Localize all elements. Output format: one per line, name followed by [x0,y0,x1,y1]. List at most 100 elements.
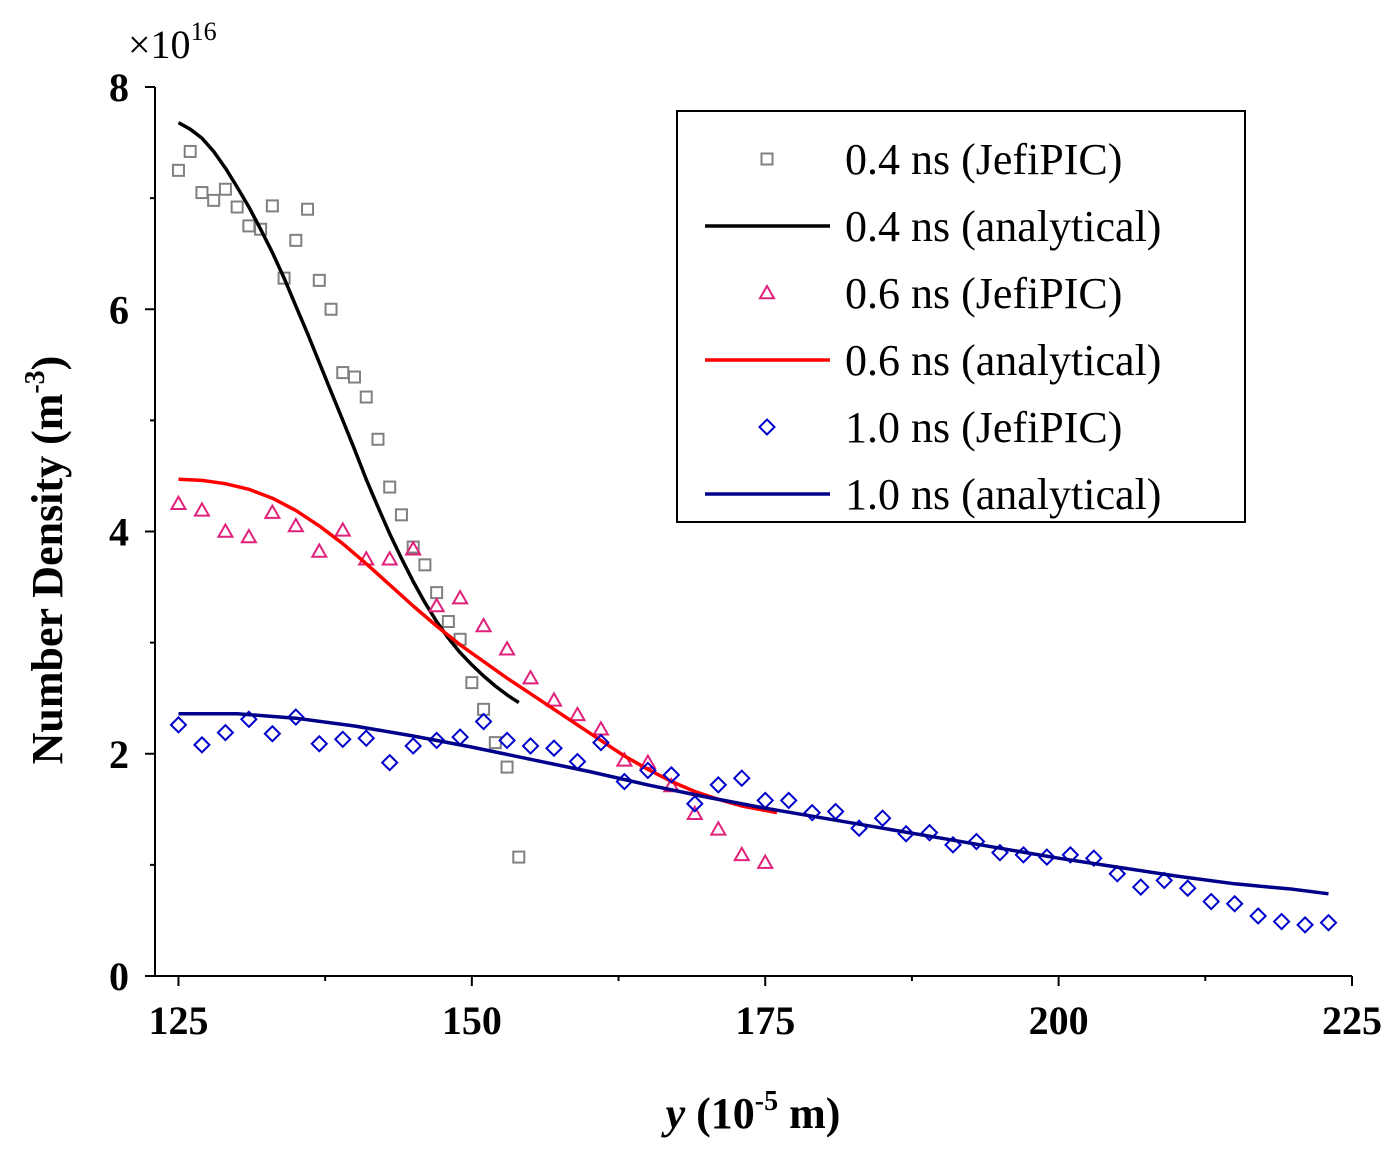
data-point [430,586,444,600]
data-point [465,676,479,690]
series-line [178,477,778,815]
legend-label: 0.4 ns (analytical) [845,202,1161,251]
legend-item: 0.6 ns (JefiPIC) [758,269,1122,318]
data-point [263,724,282,743]
data-point [920,823,939,842]
data-point [357,729,376,748]
data-point [277,271,291,285]
data-point [803,803,822,822]
series-line [178,711,1329,896]
x-axis-title: y (10-5 m) [661,1086,841,1138]
data-point [169,494,188,510]
series-2 [169,494,774,869]
series-5 [178,711,1329,896]
data-point [451,589,469,605]
legend: 0.4 ns (JefiPIC) 0.4 ns (analytical) 0.6 n… [676,110,1246,523]
data-point [254,222,268,236]
data-point [301,202,315,216]
data-point [287,516,305,533]
data-point [1178,879,1197,898]
data-point [474,712,493,731]
data-point [380,753,399,772]
series-0 [171,144,526,864]
data-point [263,503,282,519]
legend-label: 0.6 ns (analytical) [845,336,1161,385]
y-axis-title: Number Density (m-3) [20,356,72,765]
data-point [193,501,211,517]
data-point [545,739,563,758]
data-point [521,737,540,755]
legend-marker-swatch [758,418,776,436]
data-point [500,760,514,774]
data-point [289,233,303,247]
y-multiplier: ×1016 [128,17,217,67]
legend-label: 0.6 ns (JefiPIC) [845,269,1122,318]
data-point [1108,864,1127,883]
data-point [967,832,986,851]
data-point [427,596,446,613]
legend-label: 1.0 ns (analytical) [845,470,1161,519]
data-point [1296,915,1314,934]
data-point [873,809,892,828]
axis-labels: ×1016 y (10-5 m) Number Density (m-3) [20,17,840,1138]
data-point [498,640,516,656]
data-point [568,705,587,722]
data-point [1272,912,1291,931]
data-point [638,761,657,780]
data-point [1155,871,1174,890]
data-point [418,558,432,572]
x-tick-label: 150 [442,998,502,1043]
data-point [441,615,455,629]
data-point [324,302,338,316]
data-point [218,182,232,196]
data-point [334,521,352,537]
plot-area [169,121,1338,934]
series-line [177,121,520,705]
data-point [545,691,563,707]
data-point [1084,849,1103,868]
data-point [1061,845,1080,864]
data-point [265,199,279,213]
legend-marker-swatch [758,283,776,300]
data-point [348,370,361,384]
data-point [512,850,526,864]
legend-box [676,110,1246,523]
data-point [216,723,235,742]
y-tick-label: 4 [109,510,129,555]
legend-item: 0.6 ns (analytical) [705,336,1161,385]
data-point [230,200,244,214]
data-point [488,736,502,750]
y-tick-label: 8 [109,65,129,110]
x-tick-label: 125 [148,998,208,1043]
data-point [183,144,197,158]
axes: 125 150 175 200 225 0 2 4 6 8 [109,65,1382,1043]
data-point [592,720,610,736]
data-point [685,794,704,813]
data-point [521,669,540,685]
data-point [592,733,610,752]
legend-item: 0.4 ns (JefiPIC) [760,135,1122,184]
legend-item: 0.4 ns (analytical) [705,202,1161,251]
data-point [394,508,408,522]
y-tick-label: 0 [109,954,129,999]
data-point [371,432,385,446]
data-point [240,528,258,544]
x-tick-label: 225 [1322,998,1382,1043]
legend-label: 1.0 ns (JefiPIC) [845,403,1122,452]
series-1 [177,121,520,705]
data-point [310,734,329,753]
data-point [239,710,258,729]
data-point [662,765,681,784]
data-point [380,550,399,566]
data-point [1131,878,1150,897]
x-tick-label: 175 [735,998,795,1043]
data-point [756,853,774,869]
legend-item: 1.0 ns (analytical) [705,470,1161,519]
data-point [171,163,185,177]
data-point [732,769,751,788]
y-tick-label: 2 [109,732,129,777]
data-point [686,804,704,821]
data-point [474,616,493,633]
